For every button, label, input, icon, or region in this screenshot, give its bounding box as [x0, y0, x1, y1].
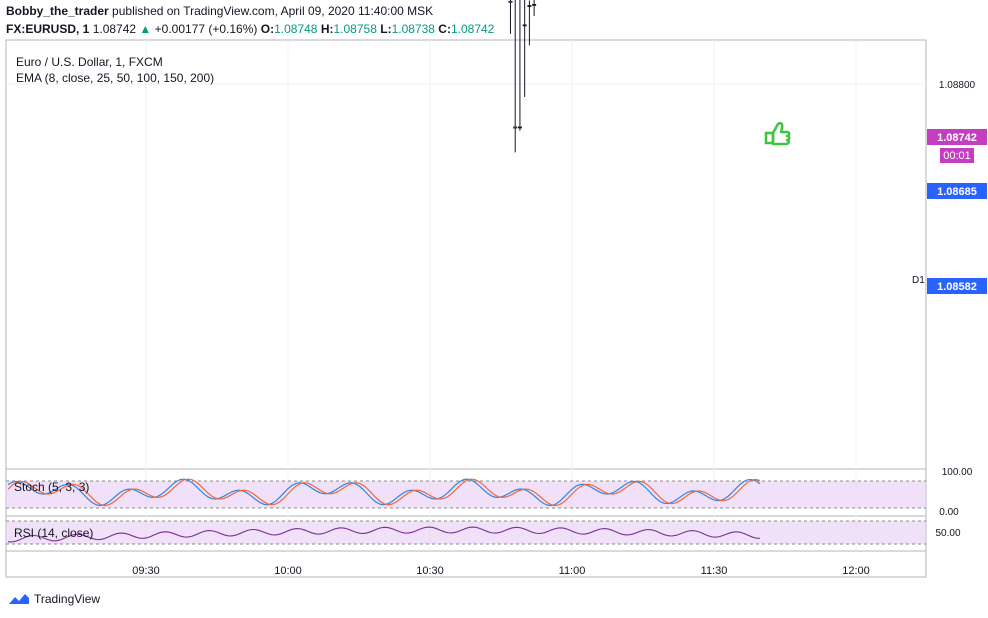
price-axis[interactable]: 1.084001.084501.085001.085501.086001.086… — [939, 0, 976, 91]
candle-body — [517, 126, 522, 129]
rsi-label[interactable]: RSI (14, close) — [14, 526, 93, 540]
rsi-line — [7, 526, 761, 543]
candle-body — [532, 3, 537, 6]
time-tick-label: 11:00 — [559, 565, 586, 577]
d1-label: D1 — [912, 275, 925, 286]
footer-brand[interactable]: TradingView — [34, 592, 101, 606]
stoch-tick-0: 0.00 — [939, 507, 959, 518]
high-label: H: — [320, 22, 334, 36]
level-upper-badge-text: 1.08685 — [937, 186, 977, 198]
stoch-tick-100: 100.00 — [942, 467, 973, 478]
tradingview-logo-icon — [9, 594, 29, 604]
footer: TradingView — [8, 592, 100, 606]
candle-body — [513, 126, 518, 129]
price-change: +0.00177 (+0.16%) — [154, 22, 258, 36]
candle-body — [522, 24, 527, 27]
candle-body — [508, 0, 513, 3]
publish-info: Bobby_the_trader published on TradingVie… — [6, 4, 433, 18]
rsi-tick-50: 50.00 — [935, 528, 960, 539]
time-tick-label: 12:00 — [842, 565, 870, 577]
high-value: 1.08758 — [333, 22, 377, 36]
price-tick-label: 1.08800 — [939, 80, 976, 91]
time-tick-label: 10:30 — [416, 565, 444, 577]
time-tick-label: 11:30 — [701, 565, 728, 577]
symbol-ohlc-row: FX:EURUSD, 1 1.08742 ▲ +0.00177 (+0.16%)… — [6, 22, 494, 36]
author-name[interactable]: Bobby_the_trader — [6, 4, 109, 18]
level-lower-badge-text: 1.08582 — [937, 281, 977, 293]
candle-body — [527, 5, 532, 7]
countdown-text: 00:01 — [943, 150, 971, 162]
rsi-band — [6, 521, 926, 544]
up-triangle-icon: ▲ — [139, 22, 152, 36]
time-tick-label: 09:30 — [132, 565, 160, 577]
low-value: 1.08738 — [391, 22, 435, 36]
open-value: 1.08748 — [274, 22, 318, 36]
level-lower-badge — [927, 278, 987, 294]
level-upper-badge — [927, 183, 987, 199]
symbol-legend-title: Euro / U.S. Dollar, 1, FXCM — [16, 55, 163, 69]
time-axis[interactable]: 09:30 10:00 10:30 11:00 11:30 12:00 — [132, 565, 870, 577]
ema-legend[interactable]: EMA (8, close, 25, 50, 100, 150, 200) — [16, 71, 214, 85]
symbol-label: FX:EURUSD, 1 — [6, 22, 90, 36]
time-tick-label: 10:00 — [274, 565, 302, 577]
countdown-badge — [940, 148, 974, 163]
last-price-badge-text: 1.08742 — [937, 132, 977, 144]
stoch-label[interactable]: Stoch (5, 3, 3) — [14, 480, 89, 494]
last-price: 1.08742 — [92, 22, 137, 36]
stoch-d-line — [7, 478, 761, 507]
low-label: L: — [380, 22, 392, 36]
grid — [6, 40, 926, 551]
candlestick-series — [508, 0, 537, 153]
open-label: O: — [260, 22, 275, 36]
close-label: C: — [438, 22, 451, 36]
close-value: 1.08742 — [450, 22, 495, 36]
publish-text: published on TradingView.com, April 09, … — [112, 4, 434, 18]
thumbs-up-icon — [764, 121, 791, 146]
stoch-band — [6, 481, 926, 508]
last-price-badge — [927, 129, 987, 145]
